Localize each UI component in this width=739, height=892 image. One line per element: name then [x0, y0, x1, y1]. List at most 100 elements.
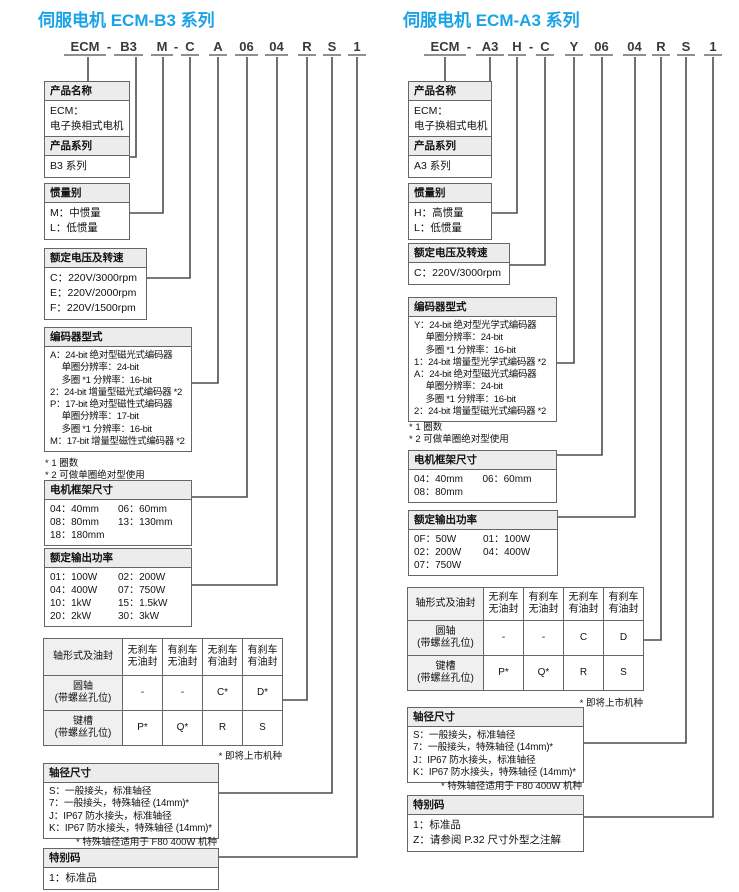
model-segment: 04 — [623, 40, 646, 56]
box-header: 编码器型式 — [45, 328, 191, 347]
code-value: 04：400W — [50, 585, 98, 596]
text-line: 电子换相式电机 — [414, 120, 488, 132]
inertia-box: 惯量别 M：中惯量 L：低惯量 — [44, 183, 130, 240]
table-cell: 圆轴 (带螺丝孔位) — [44, 676, 123, 711]
series-box: 产品系列 B3 系列 — [44, 136, 130, 178]
text-line: B3 系列 — [50, 160, 87, 172]
text-line: 7：一般接头，特殊轴径 (14mm)* — [413, 742, 553, 754]
box-header: 惯量别 — [45, 184, 129, 203]
value-pair-row: 20：2kW 30：3kW — [50, 610, 186, 623]
box-body: C：220V/3000rpm E：220V/2000rpm F：220V/1500r… — [45, 268, 146, 319]
special-code-box: 特别码 1：标准品 — [43, 848, 219, 890]
value-pair-row: 04：40mm 06：60mm — [50, 503, 186, 516]
code-value: 01：100W — [50, 572, 98, 583]
text-line: J：IP67 防水接头，标准轴径 — [49, 810, 172, 822]
model-segment: B3 — [114, 40, 143, 56]
text-line: 单圈分辨率：24-bit — [414, 381, 503, 393]
value-pair-row: 04：40mm 06：60mm — [414, 473, 551, 486]
model-segment: 06 — [590, 40, 613, 56]
box-body: 04：40mm 06：60mm 08：80mm — [409, 470, 556, 502]
code-value: 01：100W — [483, 534, 531, 545]
code-value: 07：750W — [414, 560, 462, 571]
text-line: P：17-bit 绝对型磁性式编码器 — [50, 399, 173, 411]
model-segment: A — [209, 40, 227, 56]
code-value: 04：40mm — [50, 504, 99, 515]
text-line: ECM： — [50, 105, 84, 117]
section-title: 伺服电机 ECM-A3 系列 — [403, 11, 580, 30]
model-separator: - — [466, 39, 472, 54]
code-value: 04：400W — [483, 547, 531, 558]
text-line: 多圈 *1 分辨率：16-bit — [50, 423, 153, 435]
footnote: * 1 圈数 — [45, 458, 79, 469]
box-body: ECM： 电子换相式电机 — [409, 101, 491, 137]
box-body: S：一般接头，标准轴径 7：一般接头，特殊轴径 (14mm)* J：IP67 防水接… — [44, 783, 218, 839]
value-pair-row: 02：200W 04：400W — [414, 546, 552, 559]
model-separator: - — [106, 39, 112, 54]
text-line: 1：标准品 — [413, 819, 461, 831]
text-line: A3 系列 — [414, 160, 451, 172]
text-line: K：IP67 防水接头，特殊轴径 (14mm)* — [413, 766, 576, 778]
value-pair-row: 0F：50W 01：100W — [414, 533, 552, 546]
model-separator: - — [173, 39, 179, 54]
code-value — [118, 529, 186, 542]
code-value: 02：200W — [414, 547, 462, 558]
text-line: 多圈 *1 分辨率：16-bit — [414, 344, 517, 356]
box-body: B3 系列 — [45, 156, 129, 177]
model-segment: C — [536, 40, 554, 56]
table-cell: 无刹车 有油封 — [564, 588, 604, 621]
model-segment: S — [677, 40, 695, 56]
text-line: S：一般接头，标准轴径 — [49, 786, 152, 797]
series-box: 产品系列 A3 系列 — [408, 136, 492, 178]
model-segment: C — [181, 40, 199, 56]
table-cell: 键槽 (带螺丝孔位) — [44, 711, 123, 746]
table-cell: R — [203, 711, 243, 746]
model-segment: S — [323, 40, 341, 56]
box-body: 01：100W 02：200W 04：400W 07：750W 10：1kW 15：1.5… — [45, 568, 191, 626]
code-value: 06：60mm — [118, 504, 167, 515]
section-title: 伺服电机 ECM-B3 系列 — [38, 11, 215, 30]
box-header: 惯量别 — [409, 184, 491, 203]
text-line: 2：24-bit 增量型磁光式编码器 *2 — [50, 386, 183, 398]
code-value: 13：130mm — [118, 517, 173, 528]
model-segment: 1 — [704, 40, 722, 56]
table-cell: 有刹车 有油封 — [243, 639, 283, 676]
code-value: 15：1.5kW — [118, 598, 168, 609]
table-cell: R — [564, 656, 604, 691]
text-line: J：IP67 防水接头，标准轴径 — [413, 754, 536, 766]
model-segment: R — [298, 40, 316, 56]
shaft-diameter-box: 轴径尺寸 S：一般接头，标准轴径 7：一般接头，特殊轴径 (14mm)* J：IP6… — [43, 763, 219, 840]
footnote: * 1 圈数 — [409, 422, 443, 433]
box-body: ECM： 电子换相式电机 — [45, 101, 129, 137]
box-body: 0F：50W 01：100W 02：200W 04：400W 07：750W — [409, 530, 557, 575]
box-header: 产品名称 — [45, 82, 129, 101]
value-pair-row: 08：80mm — [414, 486, 551, 499]
box-header: 特别码 — [44, 849, 218, 868]
box-header: 轴径尺寸 — [408, 708, 583, 727]
code-value: 10：1kW — [50, 598, 92, 609]
code-value: 04：40mm — [414, 474, 463, 485]
voltage-speed-box: 额定电压及转速 C：220V/3000rpm E：220V/2000rpm F：22… — [44, 248, 147, 320]
text-line: 2：24-bit 增量型磁光式编码器 *2 — [414, 406, 547, 418]
text-line: 7：一般接头，特殊轴径 (14mm)* — [49, 798, 189, 810]
text-line: 1：24-bit 增量型光学式编码器 *2 — [414, 356, 547, 368]
footnote: * 2 可做单圈绝对型使用 — [409, 434, 509, 445]
box-header: 额定电压及转速 — [409, 244, 509, 263]
box-body: 04：40mm 06：60mm 08：80mm 13：130mm 18：180mm — [45, 500, 191, 545]
box-body: 1：标准品 Z：请参阅 P.32 尺寸外型之注解 — [408, 815, 583, 851]
text-line: A：24-bit 绝对型磁光式编码器 — [50, 350, 173, 361]
table-cell: 键槽 (带螺丝孔位) — [408, 656, 484, 691]
box-header: 产品名称 — [409, 82, 491, 101]
box-header: 额定电压及转速 — [45, 249, 146, 268]
table-cell: C* — [203, 676, 243, 711]
product-name-box: 产品名称 ECM： 电子换相式电机 — [408, 81, 492, 138]
table-cell: Q* — [163, 711, 203, 746]
value-pair-row: 07：750W — [414, 559, 552, 572]
code-value: 20：2kW — [50, 611, 92, 622]
box-header: 产品系列 — [409, 137, 491, 156]
box-body: 1：标准品 — [44, 868, 218, 889]
box-body: A3 系列 — [409, 156, 491, 177]
text-line: 单圈分辨率：17-bit — [50, 411, 139, 423]
table-cell: D — [604, 621, 644, 656]
special-code-box: 特别码 1：标准品 Z：请参阅 P.32 尺寸外型之注解 — [407, 795, 584, 852]
model-segment: Y — [565, 40, 583, 56]
